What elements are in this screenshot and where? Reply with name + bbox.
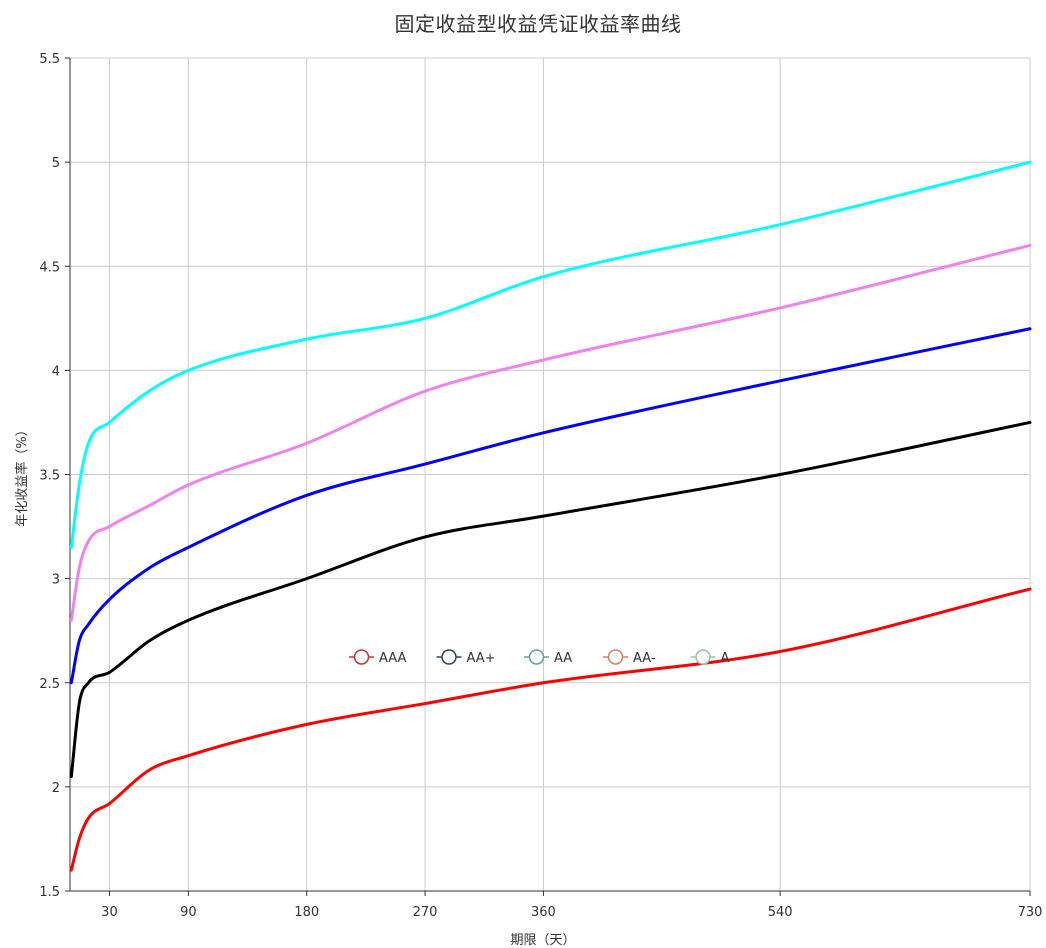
- x-tick-label: 30: [101, 905, 118, 920]
- x-tick-label: 180: [294, 905, 319, 920]
- legend-label: A: [721, 651, 730, 666]
- series-line-aaplus[interactable]: [69, 420, 1032, 778]
- legend-item-aaminus[interactable]: AA-: [603, 649, 656, 666]
- legend-item-a[interactable]: A: [690, 649, 730, 666]
- legend-circle-marker: [353, 649, 370, 665]
- legend-item-aa[interactable]: AA: [524, 649, 572, 666]
- y-tick-label: 5.5: [39, 52, 60, 67]
- y-tick-label: 2: [52, 781, 60, 796]
- legend-label: AA-: [633, 651, 656, 666]
- x-tick-label: 270: [413, 905, 438, 920]
- y-tick-label: 5: [52, 156, 60, 171]
- x-axis-label: 期限（天）: [510, 933, 575, 948]
- series-line-aaa[interactable]: [69, 587, 1032, 872]
- y-tick-label: 4: [52, 364, 60, 379]
- series-line-aa[interactable]: [69, 327, 1032, 685]
- legend-label: AA+: [467, 651, 496, 666]
- y-tick-label: 3.5: [39, 469, 60, 484]
- y-axis-label: 年化收益率（%）: [14, 423, 30, 526]
- legend-label: AAA: [379, 651, 407, 666]
- legend-circle-marker: [695, 649, 711, 665]
- x-tick-label: 540: [768, 905, 793, 920]
- x-tick-label: 730: [1018, 905, 1043, 920]
- x-tick-label: 360: [531, 905, 556, 920]
- axes: 1.5 2 2.5 3 3.5 4 4.5 5 5.5 30 90 180 270 360 540 730: [39, 52, 1042, 920]
- y-tick-label: 1.5: [39, 885, 60, 900]
- y-tick-label: 4.5: [39, 260, 60, 275]
- y-tick-label: 2.5: [39, 677, 60, 692]
- legend[interactable]: AAA AA+ AA AA- A: [349, 649, 730, 666]
- legend-item-aaa[interactable]: AAA: [349, 649, 407, 666]
- x-tick-label: 90: [180, 905, 197, 920]
- legend-circle-marker: [528, 649, 545, 665]
- y-tick-label: 3: [52, 573, 60, 588]
- legend-circle-marker: [607, 649, 624, 665]
- series-line-aaminus[interactable]: [69, 243, 1032, 622]
- legend-item-aaplus[interactable]: AA+: [436, 649, 496, 666]
- legend-circle-marker: [441, 649, 457, 665]
- series-lines: [69, 160, 1032, 872]
- legend-label: AA: [554, 651, 572, 666]
- series-line-a[interactable]: [69, 160, 1032, 549]
- chart-title: 固定收益型收益凭证收益率曲线: [394, 12, 682, 36]
